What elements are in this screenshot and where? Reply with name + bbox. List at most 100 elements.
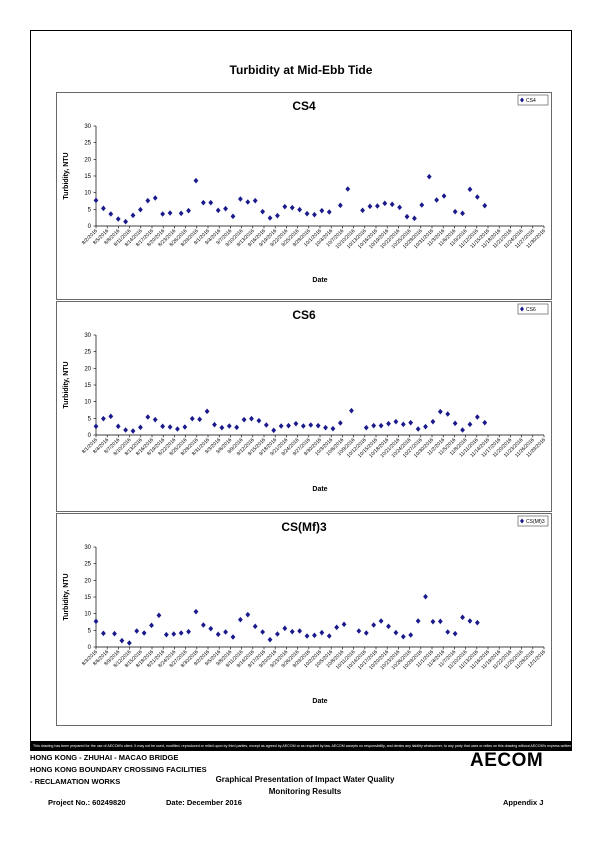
page-title: Turbidity at Mid-Ebb Tide bbox=[229, 63, 373, 77]
data-point bbox=[241, 416, 247, 423]
data-point bbox=[163, 631, 169, 638]
data-point bbox=[101, 415, 106, 422]
data-point bbox=[315, 422, 321, 429]
x-axis-label: Date bbox=[312, 486, 327, 493]
data-point bbox=[178, 210, 184, 217]
data-point bbox=[460, 427, 465, 433]
data-point bbox=[371, 422, 377, 429]
data-point bbox=[175, 426, 180, 432]
series-1 bbox=[93, 407, 488, 434]
data-point bbox=[482, 419, 488, 426]
data-point bbox=[226, 423, 232, 429]
data-point bbox=[467, 421, 473, 428]
data-point bbox=[215, 631, 221, 638]
data-point bbox=[167, 210, 173, 216]
data-point bbox=[452, 208, 458, 215]
data-point bbox=[149, 622, 154, 629]
data-point bbox=[434, 197, 440, 203]
data-point bbox=[330, 425, 336, 432]
data-point bbox=[374, 203, 380, 209]
data-point bbox=[430, 418, 436, 425]
data-point bbox=[230, 634, 236, 640]
legend-marker bbox=[520, 97, 524, 103]
data-point bbox=[101, 630, 106, 637]
data-point bbox=[282, 203, 288, 210]
data-point bbox=[178, 630, 184, 636]
data-point bbox=[363, 424, 369, 431]
data-point bbox=[234, 424, 240, 431]
data-point bbox=[334, 624, 340, 631]
y-tick-label: 25 bbox=[84, 562, 91, 568]
appendix-label: Appendix J bbox=[503, 798, 544, 807]
data-point bbox=[286, 422, 291, 429]
data-point bbox=[275, 212, 280, 219]
drawing-frame: Turbidity at Mid-Ebb Tide bbox=[30, 30, 572, 742]
data-point bbox=[278, 423, 284, 429]
data-point bbox=[308, 422, 314, 428]
chart-legend: CS6 bbox=[517, 303, 549, 315]
drawing-title-line-2: Monitoring Results bbox=[268, 787, 342, 796]
data-point bbox=[437, 408, 443, 415]
data-point bbox=[356, 628, 362, 634]
data-point bbox=[115, 216, 121, 222]
y-tick-label: 25 bbox=[84, 141, 91, 147]
y-tick-label: 30 bbox=[84, 333, 91, 339]
data-point bbox=[430, 618, 436, 625]
data-point bbox=[260, 208, 266, 215]
y-tick-label: 5 bbox=[88, 416, 92, 422]
y-tick-label: 20 bbox=[84, 366, 91, 372]
data-point bbox=[445, 629, 451, 635]
drawing-title-line-1: Graphical Presentation of Impact Water Q… bbox=[215, 775, 395, 784]
data-point bbox=[189, 415, 195, 422]
data-point bbox=[130, 428, 136, 434]
data-point bbox=[145, 197, 151, 204]
data-point bbox=[460, 210, 465, 217]
data-point bbox=[304, 633, 310, 639]
y-tick-label: 5 bbox=[88, 207, 92, 213]
project-line-2: HONG KONG BOUNDARY CROSSING FACILITIES bbox=[30, 765, 207, 774]
data-point bbox=[304, 210, 310, 217]
data-point bbox=[482, 202, 488, 209]
legend-label: CS6 bbox=[526, 307, 536, 313]
data-point bbox=[378, 422, 384, 429]
data-point bbox=[282, 625, 288, 632]
data-point bbox=[267, 636, 273, 643]
data-point bbox=[145, 414, 151, 420]
data-point bbox=[326, 633, 332, 639]
data-point bbox=[138, 206, 143, 213]
data-point bbox=[200, 622, 206, 628]
data-point bbox=[426, 173, 432, 180]
data-point bbox=[423, 593, 428, 600]
y-axis-label: Turbidity, NTU bbox=[63, 573, 70, 620]
data-point bbox=[323, 424, 328, 431]
y-tick-label: 25 bbox=[84, 350, 91, 356]
data-point bbox=[415, 618, 421, 624]
data-point bbox=[267, 215, 273, 221]
data-point bbox=[271, 427, 277, 434]
data-point bbox=[93, 423, 99, 430]
data-point bbox=[419, 202, 425, 208]
data-point bbox=[345, 186, 351, 192]
data-point bbox=[415, 426, 421, 432]
data-point bbox=[112, 630, 117, 637]
data-point bbox=[186, 207, 191, 214]
data-point bbox=[474, 414, 480, 420]
project-line-1: HONG KONG - ZHUHAI - MACAO BRIDGE bbox=[30, 753, 179, 762]
data-point bbox=[437, 618, 443, 625]
data-point bbox=[249, 415, 254, 422]
data-point bbox=[460, 614, 465, 621]
data-point bbox=[404, 213, 410, 220]
data-point bbox=[130, 212, 136, 219]
data-point bbox=[208, 199, 214, 206]
project-number: Project No.: 60249820 bbox=[48, 798, 126, 807]
data-point bbox=[326, 209, 332, 215]
data-point bbox=[423, 423, 428, 430]
data-point bbox=[467, 186, 473, 193]
data-point bbox=[382, 200, 388, 207]
data-point bbox=[386, 623, 391, 630]
data-point bbox=[108, 413, 114, 420]
data-point bbox=[245, 199, 251, 205]
chart-title: CS4 bbox=[292, 99, 316, 113]
data-point bbox=[193, 177, 199, 184]
